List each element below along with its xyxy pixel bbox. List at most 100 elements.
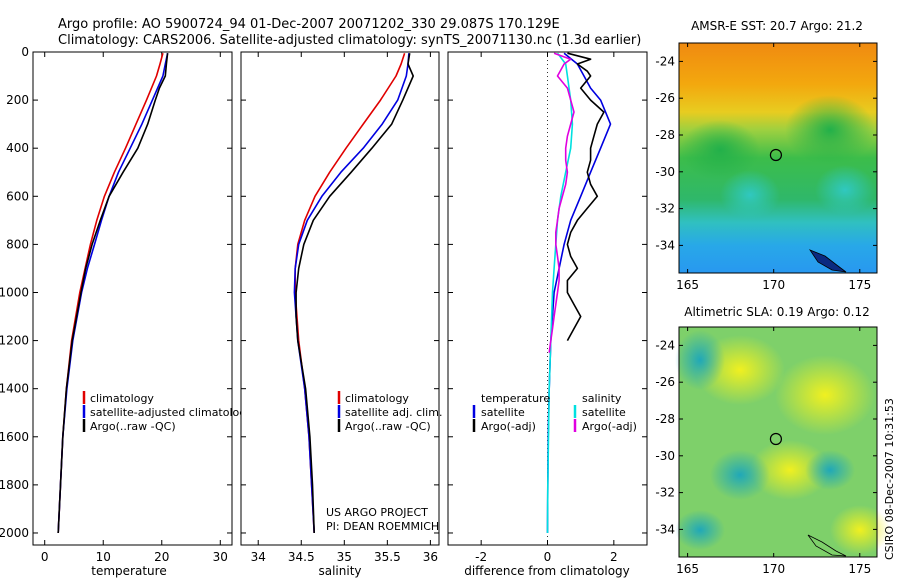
legend-label: satellite adj. clim.: [345, 406, 442, 419]
x-axis: 34 34.5 35 35.5 36: [251, 52, 438, 564]
series-line: [295, 53, 415, 534]
sst-cool-patch: [815, 165, 875, 215]
y-tick-label: 2000: [0, 526, 29, 540]
y-tick-label: 1200: [0, 334, 29, 348]
panel-frame: [240, 51, 440, 546]
lat-tick-label: -34: [655, 522, 675, 536]
credit-line-1: US ARGO PROJECT: [326, 506, 428, 519]
sla-low-patch: [675, 330, 725, 390]
coastline-island: [808, 249, 847, 273]
y-tick-label: 1800: [0, 478, 29, 492]
y-tick-label: 600: [6, 189, 29, 203]
y-tick-label: 1000: [0, 285, 29, 299]
sla-high-patch: [775, 355, 875, 435]
x-tick-label: 36: [423, 550, 438, 564]
map-frame: [678, 42, 878, 274]
lat-tick-label: -24: [655, 338, 675, 352]
x-tick-label: 0: [544, 550, 552, 564]
float-position-marker: [769, 432, 783, 446]
header-line-1: Argo profile: AO 5900724_94 01-Dec-2007 …: [58, 17, 560, 32]
y-tick-label: 1600: [0, 430, 29, 444]
credit-line-2: PI: DEAN ROEMMICH: [326, 520, 439, 533]
legend-label: climatology: [90, 392, 154, 405]
lat-tick-label: -26: [655, 91, 675, 105]
lat-tick-label: -28: [655, 128, 675, 142]
legend-label: Argo(..raw -QC): [345, 420, 431, 433]
y-tick-label: 1400: [0, 382, 29, 396]
legend-heading-salinity: salinity: [582, 392, 622, 405]
lat-tick-label: -30: [655, 165, 675, 179]
panel-frame: [32, 51, 233, 546]
side-timestamp-label: CSIRO 08-Dec-2007 10:31:53: [883, 398, 896, 560]
series-line: [57, 53, 169, 534]
header-line-2: Climatology: CARS2006. Satellite-adjuste…: [58, 33, 641, 48]
sst-warm-patch: [680, 120, 760, 180]
sst-map: AMSR-E SST: 20.7 Argo: 21.2 -24 -26 -28 -30…: [655, 19, 878, 292]
y-tick-label: 400: [6, 141, 29, 155]
x-tick-label: -2: [475, 550, 487, 564]
map-axes: -24 -26 -28 -30 -32 -34 165 170 175: [655, 43, 877, 292]
x-tick-label: 0: [41, 550, 49, 564]
lat-tick-label: -32: [655, 202, 675, 216]
sla-high-patch: [830, 505, 890, 555]
float-position-marker: [769, 148, 783, 162]
x-tick-label: 34.5: [288, 550, 315, 564]
legend-heading-temperature: temperature: [481, 392, 550, 405]
x-tick-label: 2: [610, 550, 618, 564]
lat-tick-label: -26: [655, 375, 675, 389]
sst-warm-patch: [785, 95, 875, 165]
depth-axis: [448, 51, 647, 534]
lat-tick-label: -28: [655, 412, 675, 426]
y-tick-label: 0: [21, 45, 29, 59]
lon-tick-label: 170: [762, 278, 785, 292]
lon-tick-label: 175: [848, 278, 871, 292]
map-axes: -24 -26 -28 -30 -32 -34 165 170 175: [655, 327, 877, 576]
legend-label: satellite: [481, 406, 525, 419]
legend-label: Argo(..raw -QC): [90, 420, 176, 433]
float-marker-circle: [769, 432, 783, 446]
lon-tick-label: 175: [848, 562, 871, 576]
lon-tick-label: 170: [762, 562, 785, 576]
sla-low-patch: [710, 450, 770, 500]
sla-map: Altimetric SLA: 0.19 Argo: 0.12 -24 -26 -2…: [655, 305, 890, 576]
legend-label: satellite: [582, 406, 626, 419]
series-lines: [57, 52, 169, 534]
map-title: AMSR-E SST: 20.7 Argo: 21.2: [691, 19, 863, 33]
x-axis-label: salinity: [318, 564, 361, 578]
series-line: [548, 52, 575, 353]
depth-axis: 0 200 400 600 800 1000 1200 1400 1600 1800 2000: [0, 45, 232, 540]
series-line: [566, 52, 605, 341]
series-line: [293, 53, 410, 534]
x-tick-label: 30: [213, 550, 228, 564]
x-tick-label: 34: [251, 550, 266, 564]
lat-tick-label: -32: [655, 486, 675, 500]
legend-label: climatology: [345, 392, 409, 405]
sst-cool-patch: [720, 170, 780, 220]
x-tick-label: 10: [96, 550, 111, 564]
map-title: Altimetric SLA: 0.19 Argo: 0.12: [684, 305, 869, 319]
x-tick-label: 35: [337, 550, 352, 564]
y-tick-label: 800: [6, 237, 29, 251]
lon-tick-label: 165: [676, 562, 699, 576]
x-tick-label: 35.5: [374, 550, 401, 564]
x-axis-label: temperature: [91, 564, 166, 578]
sla-high-patch: [750, 440, 830, 500]
lon-tick-label: 165: [676, 278, 699, 292]
legend: temperature satellite Argo(-adj) salinit…: [472, 392, 637, 433]
y-tick-label: 200: [6, 93, 29, 107]
float-marker-circle: [769, 148, 783, 162]
lat-tick-label: -34: [655, 238, 675, 252]
legend: climatology satellite adj. clim. Argo(..…: [337, 391, 442, 433]
x-axis-label: difference from climatology: [464, 564, 630, 578]
legend-label: satellite-adjusted climatology: [90, 406, 253, 419]
sla-low-patch: [805, 450, 855, 490]
map-frame: [678, 326, 878, 558]
sla-low-patch: [675, 510, 725, 550]
coastline-island: [807, 534, 847, 557]
salinity-profile-panel: 34 34.5 35 35.5 36 salinity climatology sate…: [240, 51, 442, 578]
x-tick-label: 20: [154, 550, 169, 564]
legend: climatology satellite-adjusted climatolo…: [82, 391, 253, 433]
x-axis: -2 0 2: [475, 52, 618, 564]
depth-axis: [241, 51, 439, 534]
